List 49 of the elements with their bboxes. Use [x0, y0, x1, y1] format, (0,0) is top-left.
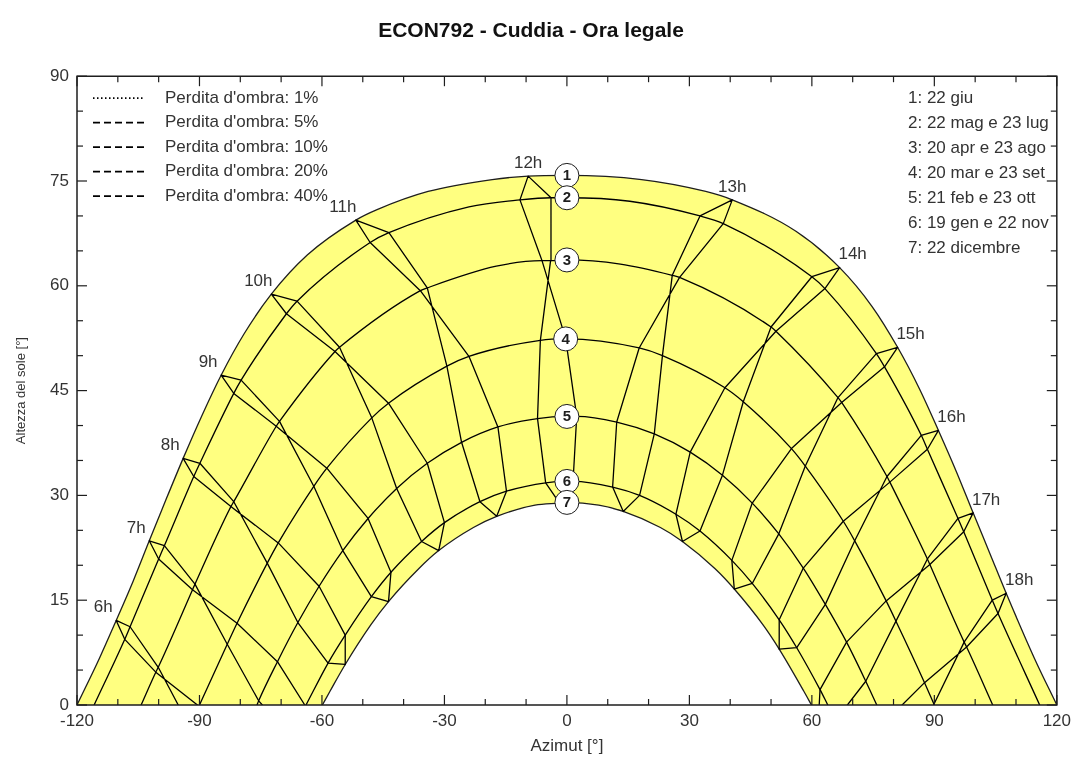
- chart-title: ECON792 - Cuddia - Ora legale: [378, 18, 684, 42]
- series-label: 2: [562, 188, 572, 206]
- annotation: 9h: [198, 351, 218, 371]
- annotation: 1: 22 giu: [907, 87, 974, 107]
- annotation: 14h: [838, 244, 867, 264]
- x-axis-title: Azimut [°]: [530, 736, 604, 756]
- y-tick-label: 75: [50, 170, 69, 190]
- annotation: 16h: [937, 407, 966, 427]
- legend-label: Perdita d'ombra: 1%: [165, 87, 319, 107]
- y-tick-label: 45: [50, 380, 69, 400]
- x-tick-label: -60: [309, 710, 335, 730]
- x-tick-label: 0: [562, 710, 572, 730]
- series-label: 4: [561, 329, 571, 347]
- annotation: 3: 20 apr e 23 ago: [907, 137, 1046, 157]
- x-tick-label: 120: [1042, 710, 1072, 730]
- annotation: 18h: [1005, 569, 1034, 589]
- annotation: 7h: [126, 517, 146, 537]
- annotation: 8h: [160, 435, 180, 455]
- annotation: 5: 21 feb e 23 ott: [907, 187, 1036, 207]
- annotation: 17h: [971, 489, 1001, 509]
- x-tick-label: 60: [802, 710, 822, 730]
- y-tick-label: 15: [50, 589, 69, 609]
- annotation: 13h: [718, 176, 747, 196]
- series-label: 5: [562, 407, 572, 425]
- y-tick-label: 30: [50, 485, 69, 505]
- annotation: 12h: [513, 152, 543, 172]
- x-tick-label: 90: [924, 710, 944, 730]
- y-axis-title: Altezza del sole [°]: [13, 337, 29, 445]
- legend-label: Perdita d'ombra: 10%: [165, 136, 328, 156]
- legend-label: Perdita d'ombra: 40%: [165, 185, 328, 205]
- annotation: 15h: [896, 323, 925, 343]
- series-label: 6: [562, 472, 572, 490]
- series-label: 3: [562, 250, 572, 268]
- y-tick-label: 90: [50, 65, 69, 85]
- annotation: 10h: [244, 270, 273, 290]
- y-tick-label: 60: [50, 275, 69, 295]
- annotation: 2: 22 mag e 23 lug: [907, 112, 1049, 132]
- series-label: 1: [562, 166, 572, 184]
- annotation: 4: 20 mar e 23 set: [907, 162, 1046, 182]
- x-tick-label: -90: [187, 710, 212, 730]
- legend-label: Perdita d'ombra: 5%: [165, 112, 319, 132]
- annotation: 6: 19 gen e 22 nov: [907, 212, 1050, 232]
- x-tick-label: 30: [679, 710, 699, 730]
- annotation: 11h: [329, 196, 357, 216]
- x-tick-label: -30: [432, 710, 457, 730]
- annotation: 6h: [93, 597, 113, 617]
- legend-label: Perdita d'ombra: 20%: [165, 161, 328, 181]
- series-label: 7: [562, 493, 572, 511]
- annotation: 7: 22 dicembre: [907, 237, 1021, 257]
